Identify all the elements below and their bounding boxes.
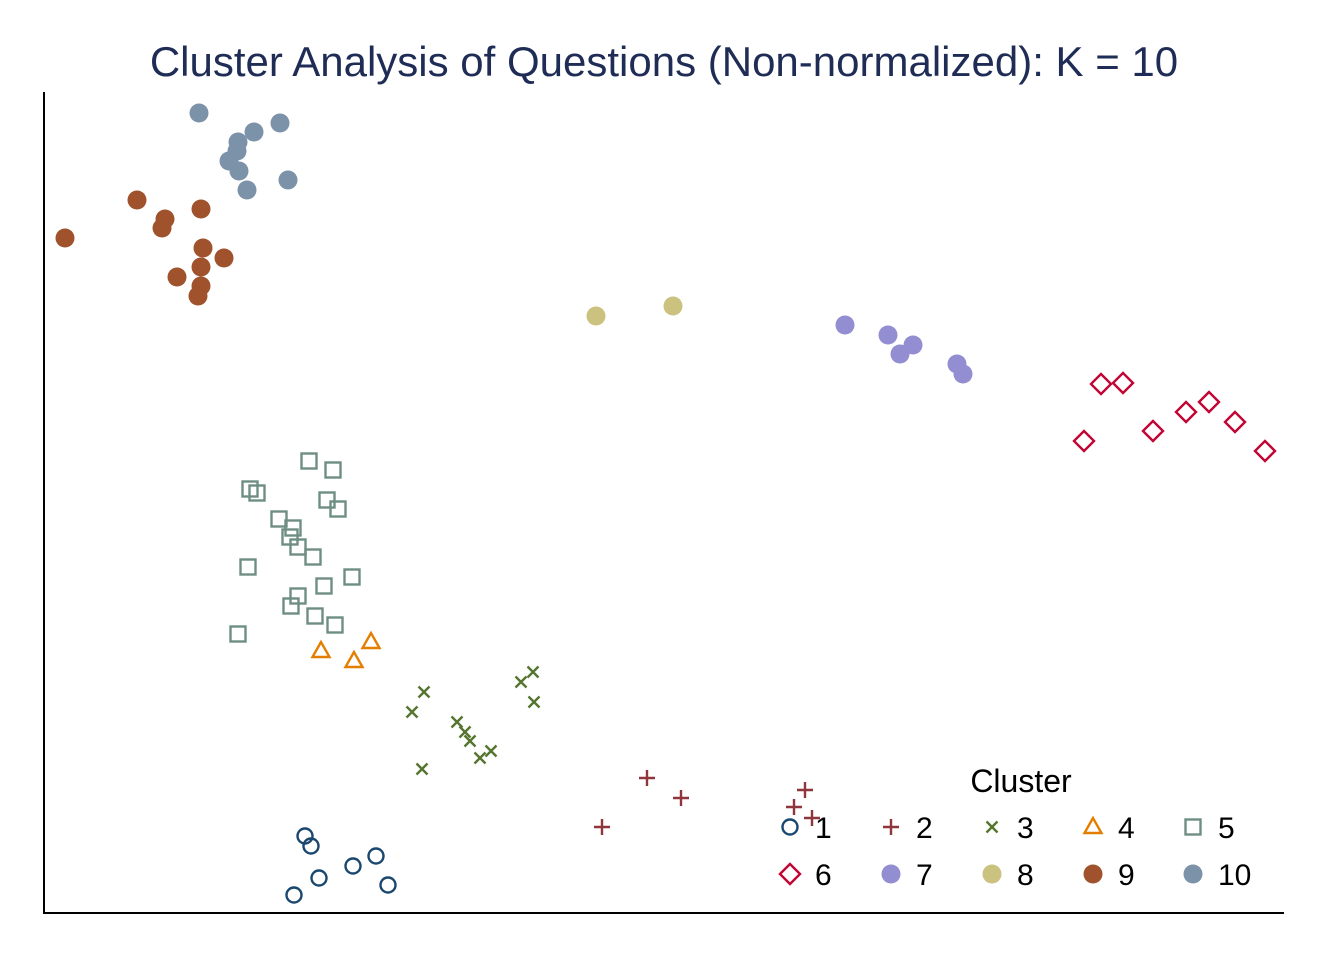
cluster-7-point <box>835 315 855 335</box>
legend-key-cluster-9 <box>1083 864 1103 884</box>
legend-key-cluster-5 <box>1184 818 1202 836</box>
cluster-5-point <box>284 519 302 537</box>
cluster-1-point <box>302 837 320 855</box>
cluster-5-point <box>304 548 322 566</box>
cluster-3-point <box>484 744 498 758</box>
cluster-3-point <box>473 751 487 765</box>
legend-key-cluster-7 <box>881 864 901 884</box>
cluster-9-point <box>188 286 208 306</box>
cluster-3-point <box>415 762 429 776</box>
cluster-7-point <box>953 364 973 384</box>
cluster-5-point <box>318 491 336 509</box>
cluster-9-point <box>191 199 211 219</box>
legend-label-cluster-1: 1 <box>815 812 832 845</box>
cluster-5-point <box>289 538 307 556</box>
cluster-5-point <box>270 510 288 528</box>
legend-key-cluster-1 <box>781 818 799 836</box>
cluster-5-point <box>324 461 342 479</box>
cluster-3-point <box>526 665 540 679</box>
cluster-6-point <box>1111 371 1135 395</box>
cluster-7-point <box>878 325 898 345</box>
cluster-6-point <box>1141 419 1165 443</box>
legend-label-cluster-2: 2 <box>916 812 933 845</box>
cluster-3-point <box>463 734 477 748</box>
cluster-4-point <box>360 630 382 650</box>
legend-title: Cluster <box>970 763 1072 799</box>
cluster-4-point <box>310 639 332 659</box>
cluster-5-point <box>300 452 318 470</box>
cluster-6-point <box>1223 410 1247 434</box>
cluster-6-point <box>1089 372 1113 396</box>
cluster-5-point <box>229 625 247 643</box>
legend-label-cluster-10: 10 <box>1218 859 1251 892</box>
legend-label-cluster-7: 7 <box>916 859 933 892</box>
cluster-10-point <box>229 161 249 181</box>
cluster-5-point <box>241 480 259 498</box>
cluster-9-point <box>127 190 147 210</box>
cluster-3-point <box>458 725 472 739</box>
legend-key-cluster-2 <box>883 819 899 835</box>
cluster-2-point <box>594 819 610 835</box>
legend-label-cluster-6: 6 <box>815 859 832 892</box>
cluster-6-point <box>1253 439 1277 463</box>
cluster-2-point <box>804 810 820 826</box>
legend-key-cluster-3 <box>985 820 999 834</box>
cluster-8-point <box>586 306 606 326</box>
cluster-5-point <box>343 568 361 586</box>
cluster-3-point <box>405 705 419 719</box>
cluster-9-point <box>152 218 172 238</box>
cluster-10-point <box>278 170 298 190</box>
cluster-1-point <box>344 857 362 875</box>
cluster-10-point <box>244 122 264 142</box>
cluster-10-point <box>189 103 209 123</box>
legend-key-cluster-4 <box>1082 815 1104 835</box>
cluster-9-point <box>167 267 187 287</box>
cluster-1-point <box>285 886 303 904</box>
legend-key-cluster-10 <box>1183 864 1203 884</box>
cluster-4-point <box>343 649 365 669</box>
cluster-1-point <box>379 876 397 894</box>
legend-label-cluster-8: 8 <box>1017 859 1034 892</box>
legend: Cluster 1 2 3 4 5 6 7 8 9 10 <box>778 763 1251 892</box>
cluster-3-point <box>417 685 431 699</box>
cluster-9-point <box>214 248 234 268</box>
cluster-9-point <box>191 257 211 277</box>
chart-title: Cluster Analysis of Questions (Non-norma… <box>150 38 1178 85</box>
cluster-6-point <box>1072 429 1096 453</box>
cluster-5-point <box>326 616 344 634</box>
cluster-10-point <box>270 113 290 133</box>
legend-label-cluster-9: 9 <box>1118 859 1135 892</box>
cluster-9-point <box>55 228 75 248</box>
cluster-8-point <box>663 296 683 316</box>
cluster-2-point <box>786 799 802 815</box>
cluster-6-point <box>1174 400 1198 424</box>
legend-key-cluster-8 <box>982 864 1002 884</box>
legend-label-cluster-5: 5 <box>1218 812 1235 845</box>
cluster-2-point <box>797 782 813 798</box>
cluster-2-point <box>673 790 689 806</box>
legend-key-cluster-6 <box>778 862 802 886</box>
cluster-5-point <box>329 500 347 518</box>
data-points <box>55 103 1277 904</box>
cluster-6-point <box>1197 390 1221 414</box>
cluster-3-point <box>527 695 541 709</box>
cluster-3-point <box>514 675 528 689</box>
cluster-3-point <box>450 715 464 729</box>
legend-label-cluster-3: 3 <box>1017 812 1034 845</box>
cluster-9-point <box>193 238 213 258</box>
cluster-10-point <box>237 180 257 200</box>
legend-label-cluster-4: 4 <box>1118 812 1135 845</box>
cluster-5-point <box>239 558 257 576</box>
cluster-5-point <box>306 607 324 625</box>
cluster-1-point <box>310 869 328 887</box>
cluster-5-point <box>282 597 300 615</box>
cluster-7-point <box>890 344 910 364</box>
cluster-1-point <box>367 847 385 865</box>
cluster-2-point <box>639 770 655 786</box>
cluster-5-point <box>315 577 333 595</box>
